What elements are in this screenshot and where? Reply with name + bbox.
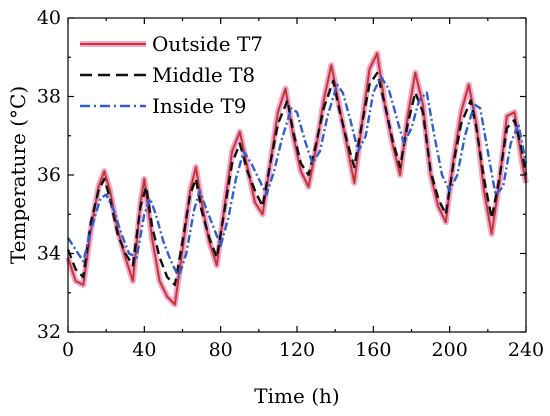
- x-axis-title: Time (h): [254, 384, 339, 408]
- y-tick-label: 38: [37, 86, 61, 108]
- y-tick-label: 34: [37, 243, 61, 265]
- x-tick-label: 120: [279, 339, 315, 361]
- series-0-halo: [65, 50, 529, 308]
- x-tick-label: 160: [355, 339, 391, 361]
- series-layer: [65, 50, 529, 308]
- y-tick-label: 36: [37, 164, 61, 186]
- x-tick-label: 200: [432, 339, 468, 361]
- x-tick-label: 240: [508, 339, 544, 361]
- legend: Outside T7 Middle T8 Inside T9: [80, 32, 263, 118]
- x-tick-label: 40: [132, 339, 156, 361]
- series-line-middle-t8: [66, 71, 528, 287]
- ticks-layer: 0 40 80 120 160 200 240 32 34 36 38 40: [37, 7, 544, 361]
- x-tick-label: 80: [209, 339, 233, 361]
- legend-label-0: Outside T7: [152, 32, 263, 56]
- x-tick-label: 0: [62, 339, 74, 361]
- y-tick-label: 32: [37, 321, 61, 343]
- legend-label-1: Middle T8: [152, 63, 255, 87]
- y-tick-label: 40: [37, 7, 61, 29]
- series-line-inside-t9: [66, 75, 528, 279]
- y-axis-title: Temperature (°C): [6, 86, 30, 264]
- legend-label-2: Inside T9: [152, 94, 247, 118]
